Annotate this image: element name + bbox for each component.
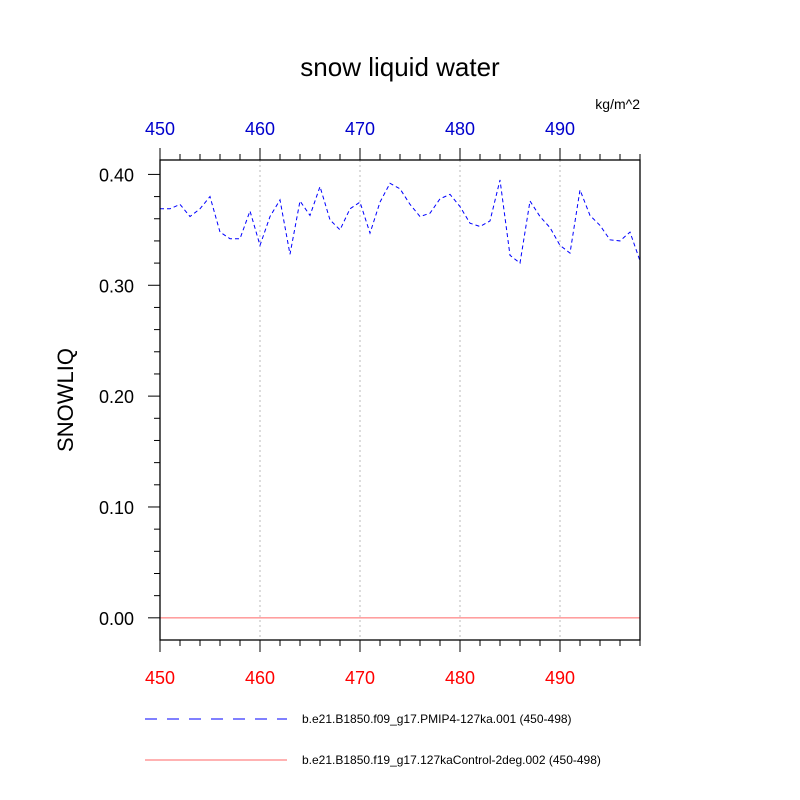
y-tick-label: 0.20 <box>99 387 134 407</box>
x-tick-labels-bottom: 450 460 470 480 490 <box>145 668 575 688</box>
x-tick-label: 460 <box>245 668 275 688</box>
plot-frame <box>159 159 641 641</box>
x-tick-label: 470 <box>345 668 375 688</box>
top-x-tick-label: 480 <box>445 119 475 139</box>
y-tick-label: 0.10 <box>99 498 134 518</box>
axis-ticks <box>148 148 641 652</box>
top-x-tick-label: 470 <box>345 119 375 139</box>
y-tick-label: 0.00 <box>99 609 134 629</box>
y-axis-label: SNOWLIQ <box>53 348 78 452</box>
x-tick-label: 490 <box>545 668 575 688</box>
legend-label-1: b.e21.B1850.f09_g17.PMIP4-127ka.001 (450… <box>302 712 572 726</box>
x-tick-labels-top: 450 460 470 480 490 <box>145 119 575 139</box>
y-tick-label: 0.30 <box>99 276 134 296</box>
legend-label-2: b.e21.B1850.f19_g17.127kaControl-2deg.00… <box>302 753 601 767</box>
x-tick-label: 450 <box>145 668 175 688</box>
series-line-1 <box>160 179 641 265</box>
x-tick-label: 480 <box>445 668 475 688</box>
series-lines <box>160 179 641 619</box>
units-label: kg/m^2 <box>595 96 640 112</box>
top-x-tick-label: 490 <box>545 119 575 139</box>
y-tick-labels: 0.00 0.10 0.20 0.30 0.40 <box>99 165 134 628</box>
chart-title: snow liquid water <box>300 52 500 82</box>
legend: b.e21.B1850.f09_g17.PMIP4-127ka.001 (450… <box>145 712 601 767</box>
y-tick-label: 0.40 <box>99 165 134 185</box>
top-x-tick-label: 450 <box>145 119 175 139</box>
grid-lines <box>259 160 561 640</box>
top-x-tick-label: 460 <box>245 119 275 139</box>
